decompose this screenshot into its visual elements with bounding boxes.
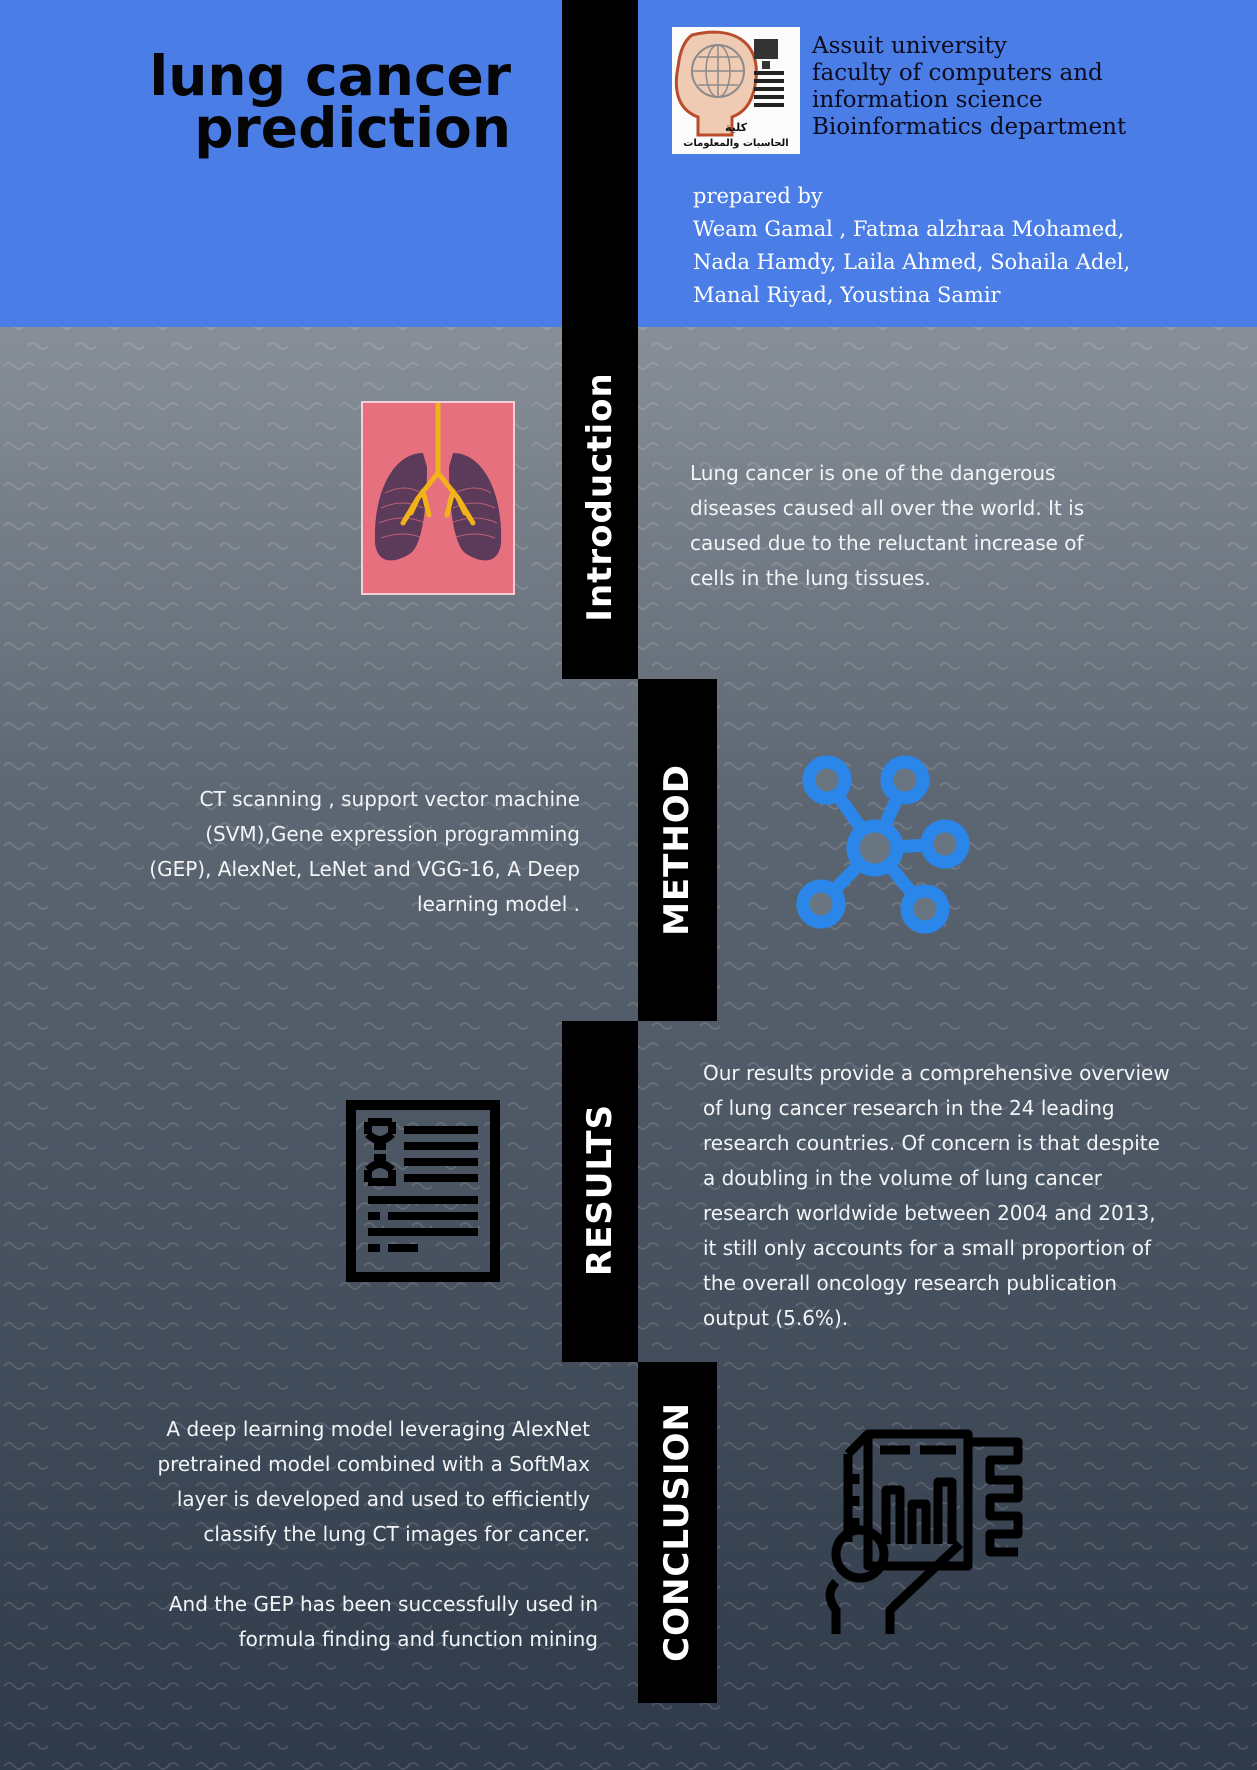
- results-bar: [562, 1021, 638, 1362]
- conclusion-text-2: And the GEP has been successfully used i…: [168, 1592, 598, 1651]
- conclusion-text-1: A deep learning model leveraging AlexNet…: [157, 1417, 590, 1546]
- lungs-image: [361, 400, 515, 595]
- authors-line: Manal Riyad, Youstina Samir: [693, 283, 1001, 307]
- institution-line: faculty of computers and: [812, 60, 1103, 86]
- section-label-introduction: Introduction: [580, 372, 620, 622]
- conclusion-bar: [638, 1362, 717, 1703]
- institution-line: Bioinformatics department: [812, 114, 1127, 140]
- section-label-results: RESULTS: [580, 1103, 620, 1277]
- university-logo: كلية الحاسبات والمعلومات: [672, 27, 800, 154]
- institution-line: information science: [812, 87, 1043, 113]
- institution-line: Assuit university: [812, 33, 1007, 59]
- poster-title-line2: prediction: [194, 96, 511, 160]
- results-text: Our results provide a comprehensive over…: [703, 1061, 1170, 1330]
- method-bar: [638, 679, 717, 1021]
- method-text: CT scanning , support vector machine (SV…: [149, 787, 580, 916]
- introduction-bar: [562, 0, 638, 679]
- section-label-conclusion: CONCLUSION: [657, 1402, 697, 1662]
- network-icon: [785, 752, 985, 942]
- section-label-method: METHOD: [657, 764, 697, 936]
- authors-line: Weam Gamal , Fatma alzhraa Mohamed,: [693, 217, 1125, 241]
- logo-text-line1: كلية: [725, 121, 748, 134]
- prepared-by-label: prepared by: [693, 184, 823, 208]
- document-icon: [346, 1100, 500, 1282]
- logo-text-line2: الحاسبات والمعلومات: [683, 138, 788, 149]
- introduction-text: Lung cancer is one of the dangerous dise…: [690, 461, 1085, 590]
- poster-title-line1: lung cancer: [149, 44, 511, 108]
- authors-line: Nada Hamdy, Laila Ahmed, Sohaila Adel,: [693, 250, 1131, 274]
- dashboard-icon: [820, 1424, 1030, 1636]
